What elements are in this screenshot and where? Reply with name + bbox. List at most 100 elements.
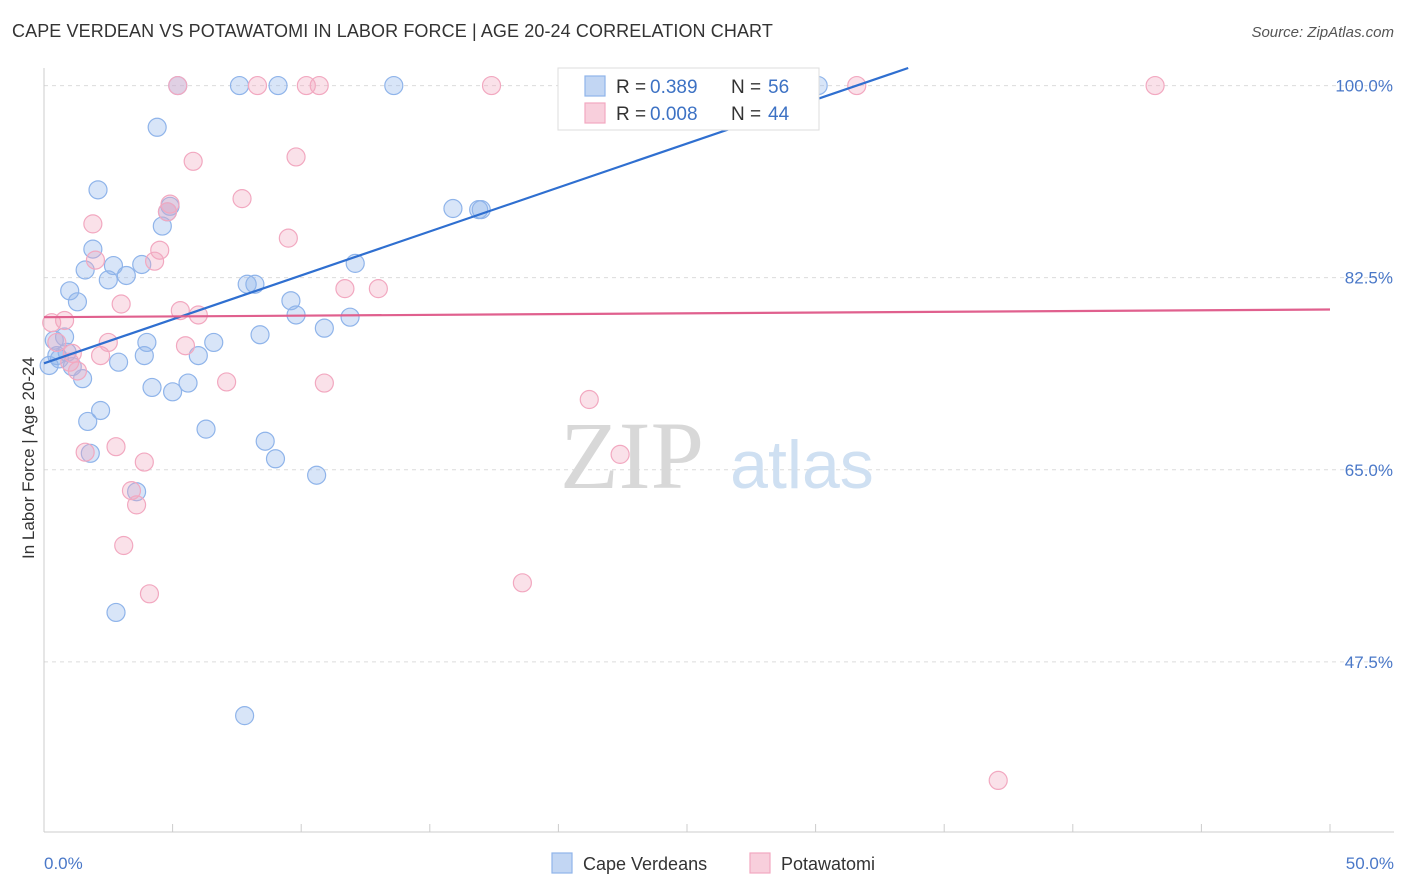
potawatomi-point-15 [126, 495, 147, 515]
cape-verdean-point-40 [250, 325, 270, 345]
potawatomi-point-22 [168, 75, 188, 96]
potawatomi-point-37 [481, 75, 502, 96]
potawatomi-point-8 [85, 250, 106, 270]
potawatomi-point-38 [512, 573, 532, 593]
potawatomi-point-6 [75, 442, 95, 462]
tick-labels: 100.0% 82.5% 65.0% 47.5% 0.0% 50.0% [44, 77, 1394, 873]
legend-n-value: 44 [768, 104, 790, 125]
y-tick-label: 65.0% [1345, 461, 1393, 480]
watermark-zip: ZIP [560, 402, 704, 509]
cape-verdean-point-42 [265, 449, 286, 469]
potawatomi-point-31 [286, 147, 306, 167]
x-tick-label-max: 50.0% [1346, 854, 1394, 873]
potawatomi-point-26 [188, 305, 208, 325]
cape-verdean-point-41 [255, 431, 275, 451]
legend: R = 0.389 N = 56 R = 0.008 N = 44 [557, 67, 820, 131]
y-tick-label: 82.5% [1345, 269, 1393, 288]
legend-swatch-1 [584, 102, 606, 124]
x-tick-label-min: 0.0% [44, 854, 83, 873]
potawatomi-point-43 [1145, 75, 1165, 96]
cape-verdean-point-34 [196, 419, 216, 439]
cape-verdean-point-18 [106, 602, 126, 623]
potawatomi-point-13 [114, 535, 134, 556]
potawatomi-point-25 [183, 151, 203, 171]
potawatomi-point-1 [47, 332, 67, 353]
potawatomi-point-16 [134, 452, 154, 472]
bottom-legend: Cape Verdeans Potawatomi [551, 852, 875, 874]
potawatomi-point-36 [368, 279, 388, 299]
potawatomi-point-24 [175, 336, 196, 356]
cape-verdean-point-53 [471, 200, 491, 220]
cape-verdean-point-35 [204, 332, 224, 353]
cape-verdean-point-30 [163, 382, 183, 402]
potawatomi-trend-line [43, 308, 1331, 319]
watermark-atlas: atlas [730, 427, 874, 503]
cape-verdean-point-27 [152, 216, 172, 236]
chart-source: Source: ZipAtlas.com [1251, 24, 1394, 41]
potawatomi-point-30 [278, 228, 298, 248]
cape-verdean-point-47 [314, 318, 334, 338]
y-axis-label: In Labor Force | Age 20-24 [19, 357, 38, 559]
bottom-legend-swatch-0 [551, 852, 573, 874]
cape-verdean-point-43 [268, 75, 288, 96]
legend-r-value: 0.389 [650, 77, 698, 98]
bottom-legend-label-0: Cape Verdeans [583, 854, 707, 874]
potawatomi-point-17 [139, 584, 160, 604]
potawatomi-point-18 [144, 251, 165, 271]
legend-n-label: N = [731, 77, 761, 98]
potawatomi-point-11 [106, 437, 126, 457]
chart-title: CAPE VERDEAN VS POTAWATOMI IN LABOR FORC… [12, 21, 773, 41]
gridlines [44, 85, 1394, 663]
cape-verdean-point-36 [229, 75, 250, 96]
legend-swatch-0 [584, 75, 606, 97]
potawatomi-point-19 [150, 240, 170, 260]
cape-verdean-point-32 [178, 373, 198, 393]
cape-verdean-point-20 [116, 265, 136, 286]
cape-verdean-point-6 [60, 281, 80, 301]
data-points [39, 75, 1165, 791]
y-tick-label: 47.5% [1345, 653, 1393, 672]
cape-verdean-point-16 [98, 270, 118, 290]
cape-verdean-point-33 [188, 345, 208, 366]
watermark: ZIP atlas [560, 402, 874, 509]
bottom-legend-swatch-1 [749, 852, 771, 874]
potawatomi-point-27 [217, 372, 237, 392]
potawatomi-point-12 [111, 294, 131, 314]
legend-r-value: 0.008 [650, 104, 698, 125]
potawatomi-point-39 [579, 389, 599, 410]
axes [43, 68, 1394, 833]
cape-verdean-point-48 [340, 307, 360, 327]
potawatomi-point-2 [54, 310, 75, 331]
cape-verdean-point-24 [137, 332, 157, 353]
cape-verdean-point-46 [307, 465, 327, 485]
cape-verdean-point-15 [90, 400, 111, 421]
potawatomi-point-5 [67, 361, 88, 381]
potawatomi-point-35 [335, 279, 355, 299]
potawatomi-point-34 [314, 373, 334, 393]
cape-verdean-point-19 [108, 352, 129, 372]
cape-verdean-point-10 [75, 260, 95, 280]
cape-verdean-point-25 [142, 377, 162, 398]
potawatomi-point-20 [157, 202, 178, 222]
potawatomi-point-42 [988, 770, 1008, 791]
cape-verdean-point-8 [67, 292, 88, 312]
cape-verdean-point-37 [235, 706, 255, 726]
cape-verdean-point-50 [384, 75, 404, 96]
potawatomi-point-21 [160, 194, 180, 214]
potawatomi-point-40 [610, 444, 630, 464]
cape-verdean-point-17 [103, 255, 124, 276]
cape-verdean-point-26 [147, 117, 167, 137]
cape-verdean-point-11 [78, 411, 98, 432]
potawatomi-point-14 [121, 481, 142, 501]
legend-n-value: 56 [768, 77, 789, 98]
y-tick-label: 100.0% [1335, 77, 1393, 96]
cape-verdean-point-14 [88, 180, 108, 200]
potawatomi-point-7 [83, 214, 103, 234]
cape-verdean-point-44 [281, 291, 301, 311]
legend-r-label: R = [616, 77, 646, 98]
legend-r-label: R = [616, 104, 646, 125]
potawatomi-point-33 [309, 75, 329, 96]
legend-n-label: N = [731, 104, 761, 125]
bottom-legend-label-1: Potawatomi [781, 854, 875, 874]
